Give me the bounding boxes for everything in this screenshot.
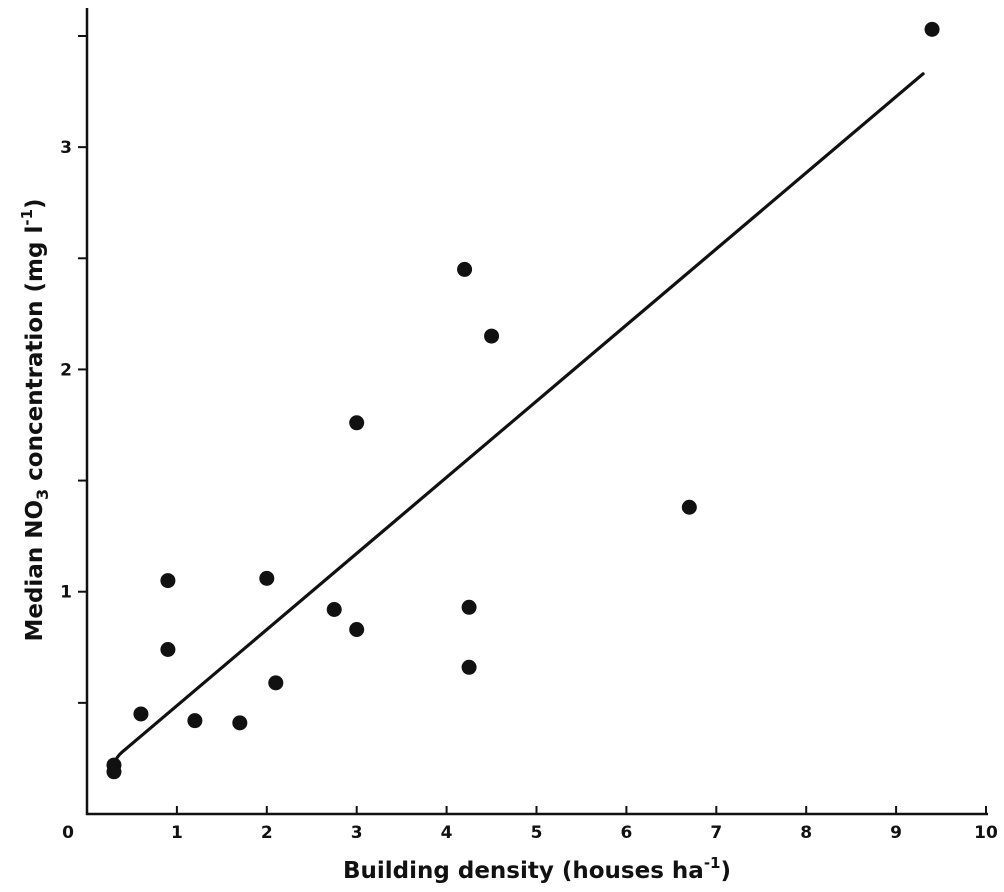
data-point <box>681 499 697 515</box>
x-tick-label: 7 <box>710 823 722 843</box>
x-tick-label: 6 <box>620 823 632 843</box>
x-ticks: 0 1 2 3 4 5 6 7 8 9 10 <box>62 806 998 843</box>
x-tick-label: 8 <box>800 823 812 843</box>
y-axis-title: Median NO3 concentration (mg l-1) <box>18 198 52 641</box>
data-point <box>259 570 275 586</box>
x-tick-label: 2 <box>261 823 273 843</box>
y-ticks: 1 2 3 <box>60 35 87 704</box>
data-point <box>349 415 365 431</box>
data-point <box>160 642 176 658</box>
data-point <box>160 573 176 589</box>
x-tick-label: 3 <box>351 823 363 843</box>
data-point <box>461 599 477 615</box>
data-point <box>133 706 149 722</box>
y-tick-label: 2 <box>60 360 72 380</box>
data-point <box>924 21 940 37</box>
axes <box>85 8 988 816</box>
data-point <box>187 713 203 729</box>
data-point <box>457 261 473 277</box>
regression-line <box>112 72 925 768</box>
data-point <box>484 328 500 344</box>
data-point <box>232 715 248 731</box>
x-tick-label: 5 <box>531 823 543 843</box>
x-tick-label: 10 <box>974 823 998 843</box>
points-layer <box>106 21 940 780</box>
x-tick-label: 0 <box>62 823 74 843</box>
data-point <box>349 622 365 638</box>
x-axis-title: Building density (houses ha-1) <box>343 854 731 884</box>
y-tick-label: 1 <box>60 583 72 603</box>
x-tick-label: 9 <box>890 823 902 843</box>
x-tick-label: 1 <box>171 823 183 843</box>
data-point <box>268 675 284 691</box>
data-point <box>461 659 477 675</box>
data-point <box>326 601 342 617</box>
x-tick-label: 4 <box>441 823 453 843</box>
y-tick-label: 3 <box>60 138 72 158</box>
data-point <box>106 764 122 780</box>
fit-layer <box>112 72 925 768</box>
